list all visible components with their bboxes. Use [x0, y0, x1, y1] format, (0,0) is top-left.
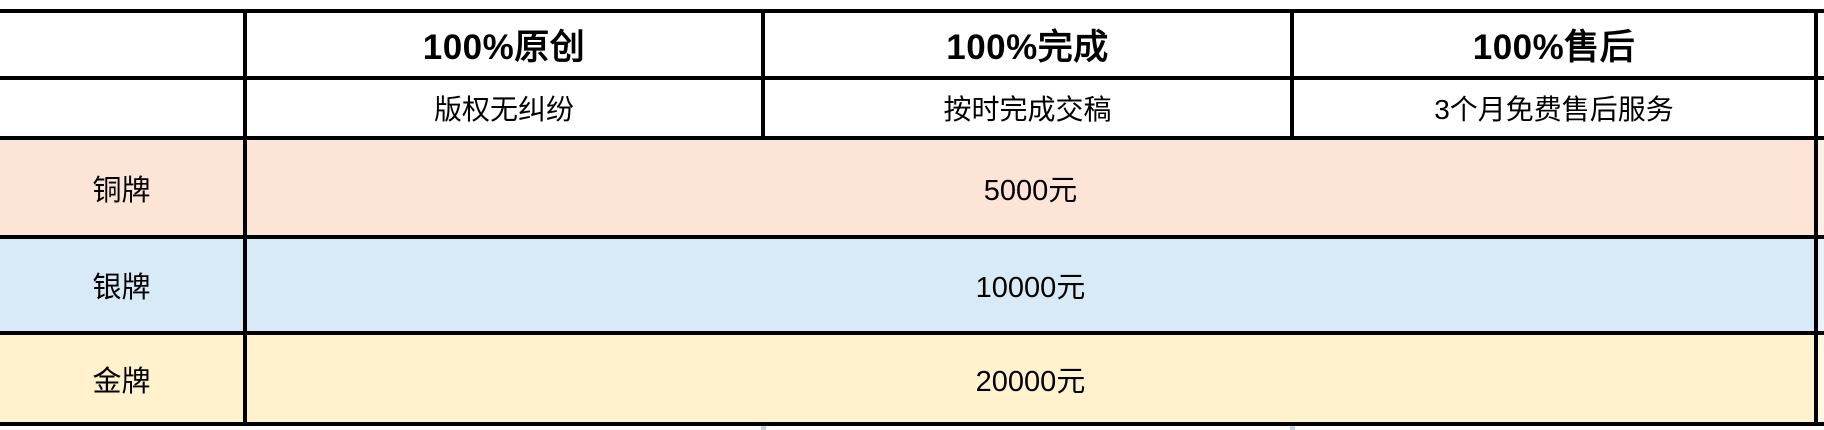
tier-name-gold: 金牌 — [92, 365, 151, 398]
border-right — [1814, 9, 1818, 426]
subheader-cell-aftersale: 3个月免费售后服务 — [1434, 94, 1674, 125]
border-after-bronze — [0, 235, 1824, 239]
border-after-silver — [0, 331, 1824, 335]
tier-price-bronze: 5000元 — [983, 174, 1078, 207]
border-top — [0, 9, 1824, 13]
subheader-cell-completion: 按时完成交稿 — [943, 94, 1112, 125]
subheader-cell-empty — [0, 80, 243, 136]
tier-price-silver: 10000元 — [975, 272, 1086, 304]
subheader-row: 版权无纠纷 按时完成交稿 3个月免费售后服务 — [0, 80, 1824, 136]
header-cell-completion: 100%完成 — [946, 28, 1109, 67]
header-cell-aftersale: 100%售后 — [1472, 28, 1636, 67]
tier-name-bronze: 铜牌 — [92, 174, 151, 207]
tier-row-silver: 银牌 10000元 — [0, 239, 1824, 331]
header-row: 100%原创 100%完成 100%售后 — [0, 13, 1824, 76]
border-col-2-3 — [761, 9, 765, 140]
tier-row-gold: 金牌 20000元 — [0, 335, 1824, 422]
tier-name-silver: 银牌 — [92, 272, 151, 304]
tier-price-gold: 20000元 — [975, 365, 1086, 398]
border-bottom — [0, 422, 1824, 426]
tier-row-bronze: 铜牌 5000元 — [0, 140, 1824, 235]
border-col-label — [243, 9, 247, 426]
header-cell-empty — [0, 13, 243, 76]
border-col-3-4 — [1290, 9, 1294, 140]
gridline-tick-right — [1290, 426, 1295, 430]
gridline-tick-left — [761, 426, 766, 430]
border-after-subheader — [0, 136, 1824, 140]
border-after-header — [0, 76, 1824, 80]
header-cell-original: 100%原创 — [422, 28, 586, 67]
right-edge-fade — [1818, 9, 1824, 426]
subheader-cell-original: 版权无纠纷 — [433, 94, 574, 125]
